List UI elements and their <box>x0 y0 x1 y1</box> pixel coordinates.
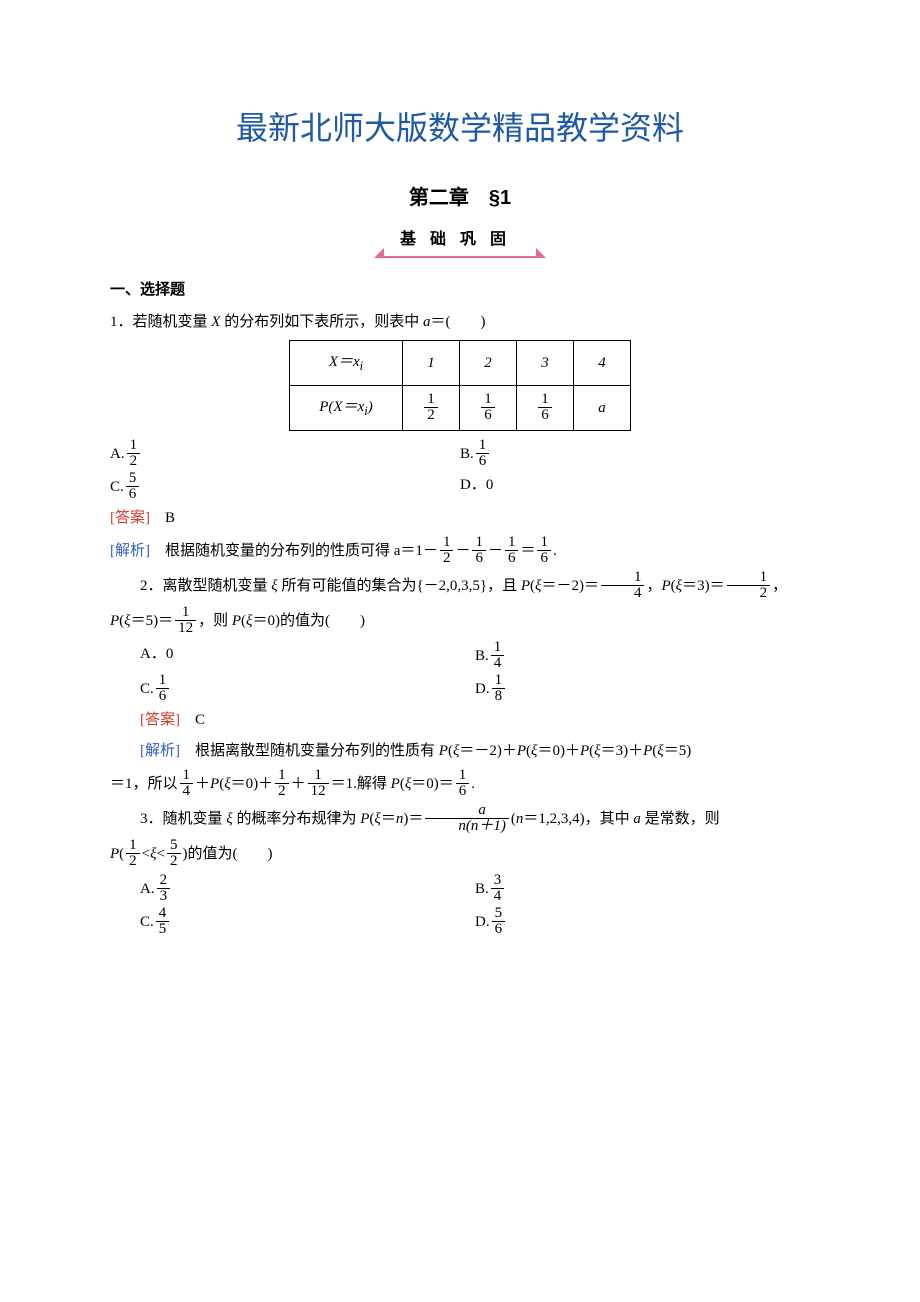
q1-stem: 1．若随机变量 X 的分布列如下表所示，则表中 a＝( ) <box>110 309 810 336</box>
table-row: X＝xi 1 2 3 4 <box>290 341 631 386</box>
q2-answer: [答案] C <box>110 707 810 734</box>
q1-dist-table: X＝xi 1 2 3 4 P(X＝xi) 12 16 16 a <box>289 340 631 431</box>
chapter-title: 第二章 §1 <box>110 180 810 216</box>
q3-choices-ab: A.23 B.34 <box>140 874 810 905</box>
table-cell: 1 <box>403 341 460 386</box>
table-cell: a <box>574 386 631 431</box>
q2-stem-line1: 2．离散型随机变量 ξ 所有可能值的集合为{－2,0,3,5}，且 P(ξ＝－2… <box>110 571 810 602</box>
table-cell: 3 <box>517 341 574 386</box>
q3-choices-cd: C.45 D.56 <box>140 907 810 938</box>
q1-answer: [答案] B <box>110 505 810 532</box>
page: 最新北师大版数学精品教学资料 第二章 §1 基础巩固 一、选择题 1．若随机变量… <box>0 0 920 1302</box>
choice-b: B.16 <box>460 439 810 470</box>
answer-label: [答案] <box>110 510 150 526</box>
answer-label: [答案] <box>140 712 180 728</box>
choice-b: B.34 <box>475 874 810 905</box>
table-cell: 4 <box>574 341 631 386</box>
q2-analysis-line2: ＝1，所以14＋P(ξ＝0)＋12＋112＝1.解得 P(ξ＝0)＝16. <box>110 769 810 800</box>
analysis-label: [解析] <box>140 743 180 759</box>
banner-wrap: 基础巩固 <box>110 226 810 259</box>
choice-a: A．0 <box>140 641 475 672</box>
section-banner: 基础巩固 <box>382 226 538 259</box>
q1-choices-cd: C.56 D．0 <box>110 472 810 503</box>
choice-b: B.14 <box>475 641 810 672</box>
q2-choices-ab: A．0 B.14 <box>140 641 810 672</box>
main-title: 最新北师大版数学精品教学资料 <box>110 100 810 158</box>
q2-analysis-line1: [解析] 根据离散型随机变量分布列的性质有 P(ξ＝－2)＋P(ξ＝0)＋P(ξ… <box>110 738 810 765</box>
table-cell: 16 <box>517 386 574 431</box>
section-1-header: 一、选择题 <box>110 276 810 303</box>
q1-choices-ab: A.12 B.16 <box>110 439 810 470</box>
table-cell: 16 <box>460 386 517 431</box>
choice-c: C.16 <box>140 674 475 705</box>
table-cell: 12 <box>403 386 460 431</box>
choice-a: A.12 <box>110 439 460 470</box>
analysis-label: [解析] <box>110 543 150 559</box>
q2-choices-cd: C.16 D.18 <box>140 674 810 705</box>
table-row: P(X＝xi) 12 16 16 a <box>290 386 631 431</box>
table-head-p: P(X＝xi) <box>290 386 403 431</box>
q3-stem-line2: P(12<ξ<52)的值为( ) <box>110 839 810 870</box>
table-cell: 2 <box>460 341 517 386</box>
banner-text: 基础巩固 <box>400 231 520 248</box>
triangle-left-icon <box>374 248 384 258</box>
triangle-right-icon <box>536 248 546 258</box>
table-head-x: X＝xi <box>290 341 403 386</box>
choice-a: A.23 <box>140 874 475 905</box>
choice-d: D.18 <box>475 674 810 705</box>
choice-c: C.45 <box>140 907 475 938</box>
choice-c: C.56 <box>110 472 460 503</box>
q3-stem-line1: 3．随机变量 ξ 的概率分布规律为 P(ξ＝n)＝an(n＋1)(n＝1,2,3… <box>110 804 810 835</box>
choice-d: D．0 <box>460 472 810 503</box>
q1-analysis: [解析] 根据随机变量的分布列的性质可得 a＝1－12－16－16＝16. <box>110 536 810 567</box>
q2-stem-line2: P(ξ＝5)＝112，则 P(ξ＝0)的值为( ) <box>110 606 810 637</box>
choice-d: D.56 <box>475 907 810 938</box>
